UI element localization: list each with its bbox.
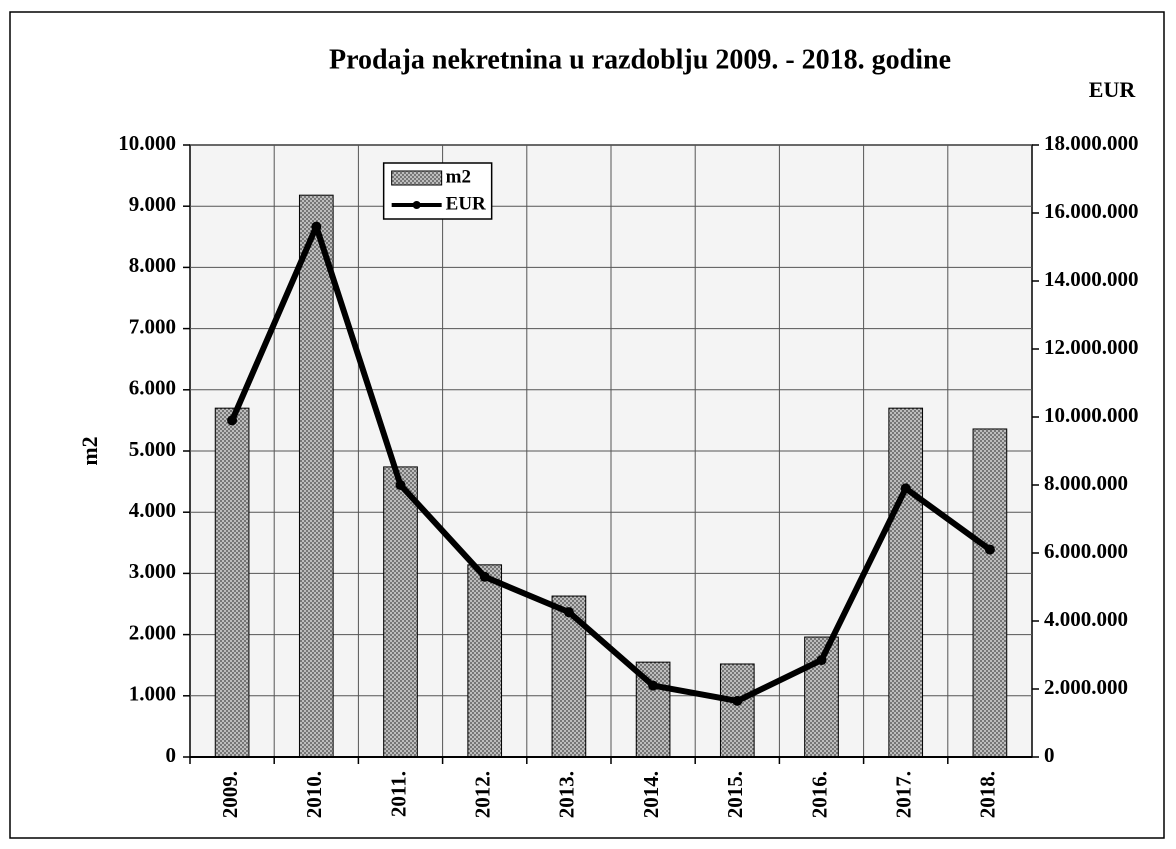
legend-label: m2 — [446, 166, 471, 187]
x-tick-label: 2016. — [807, 771, 831, 818]
y2-tick-label: 18.000.000 — [1044, 131, 1139, 155]
line-point — [984, 544, 995, 555]
line-point — [227, 415, 238, 426]
x-tick-label: 2011. — [386, 771, 410, 817]
x-tick-label: 2010. — [302, 771, 326, 818]
y-tick-label: 4.000 — [129, 498, 176, 522]
legend-swatch — [391, 170, 443, 186]
y2-tick-label: 16.000.000 — [1044, 199, 1139, 223]
bar — [719, 663, 755, 758]
line-point — [479, 571, 490, 582]
line-point — [648, 680, 659, 691]
line-point — [900, 483, 911, 494]
y2-tick-label: 2.000.000 — [1044, 675, 1128, 699]
line — [229, 223, 992, 704]
bar — [214, 407, 250, 758]
y-axis-label: m2 — [77, 436, 102, 465]
bar — [972, 428, 1008, 758]
y-tick-label: 0 — [166, 743, 177, 767]
y2-tick-label: 4.000.000 — [1044, 607, 1128, 631]
y-tick-label: 5.000 — [129, 437, 176, 461]
y-tick-label: 10.000 — [118, 131, 176, 155]
line-point — [395, 480, 406, 490]
y2-tick-label: 12.000.000 — [1044, 335, 1139, 359]
x-tick-label: 2018. — [976, 771, 1000, 818]
y2-tick-label: 0 — [1044, 743, 1055, 767]
line-point — [563, 607, 574, 618]
x-tick-label: 2009. — [218, 771, 242, 818]
legend-label: EUR — [446, 193, 486, 214]
bar — [383, 466, 418, 758]
y-tick-label: 9.000 — [129, 192, 176, 216]
y-tick-label: 2.000 — [129, 620, 176, 644]
y2-tick-label: 8.000.000 — [1044, 471, 1128, 495]
y-tick-label: 3.000 — [129, 559, 176, 583]
y2-tick-label: 14.000.000 — [1044, 267, 1139, 291]
y-tick-label: 7.000 — [129, 314, 176, 338]
frame — [9, 11, 1165, 839]
x-tick-label: 2015. — [723, 771, 747, 818]
line-point — [311, 221, 322, 232]
y-tick-label: 1.000 — [129, 682, 176, 706]
y2-tick-label: 6.000.000 — [1044, 539, 1128, 563]
line-point — [732, 695, 743, 706]
bar — [298, 194, 334, 758]
bar — [467, 564, 503, 758]
x-tick-label: 2014. — [639, 771, 663, 818]
line-point — [816, 655, 827, 666]
legend-swatch-point — [412, 201, 421, 209]
x-tick-label: 2017. — [892, 771, 916, 818]
bar — [888, 407, 924, 758]
y2-axis-label: EUR — [1089, 77, 1137, 102]
chart-title: Prodaja nekretnina u razdoblju 2009. - 2… — [329, 44, 951, 75]
x-tick-label: 2013. — [555, 771, 579, 818]
y2-tick-label: 10.000.000 — [1044, 403, 1139, 427]
x-tick-label: 2012. — [471, 771, 495, 818]
y-tick-label: 6.000 — [129, 376, 176, 400]
y-tick-label: 8.000 — [129, 253, 176, 277]
